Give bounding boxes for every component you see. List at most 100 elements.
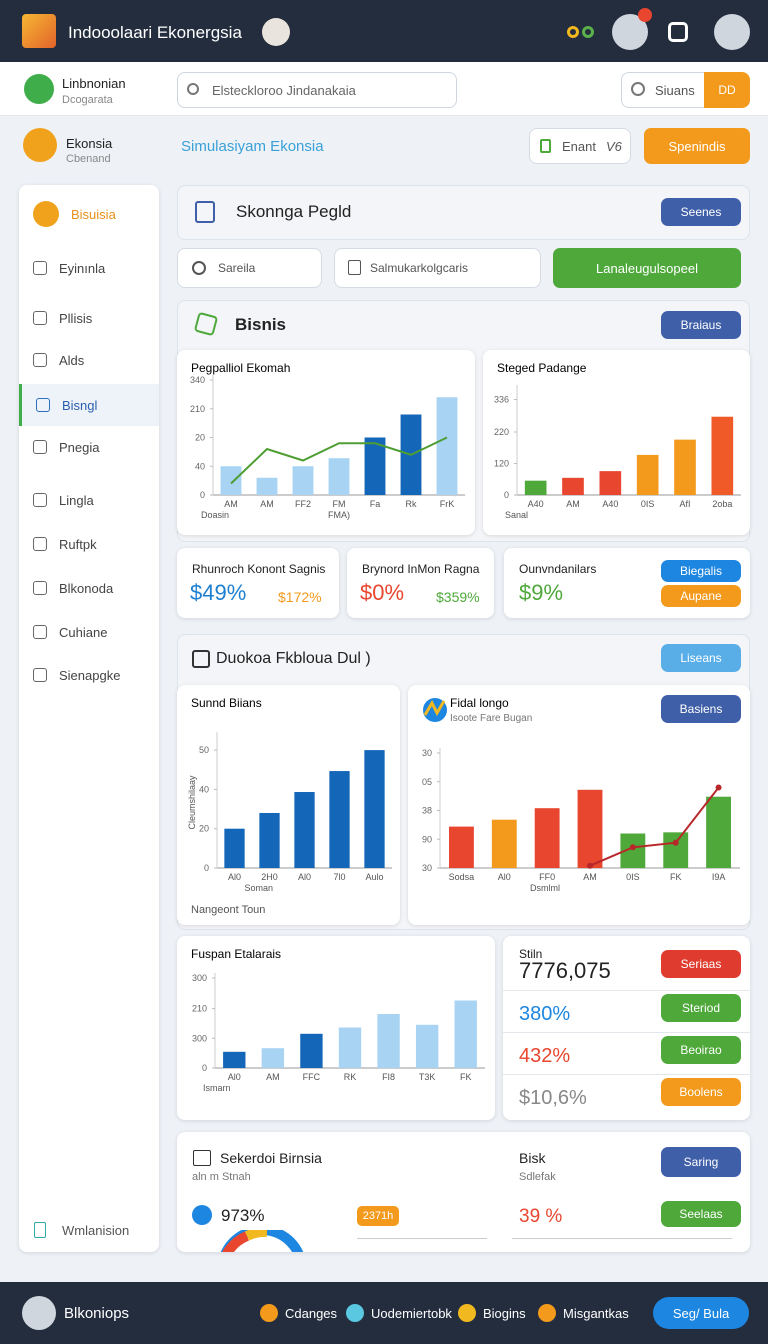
sidebar-item[interactable]: Sienapgke: [19, 654, 159, 696]
user-button[interactable]: [621, 72, 705, 108]
input[interactable]: [334, 248, 541, 288]
primary-button[interactable]: Spenindis: [644, 128, 750, 164]
notification-badge: [638, 8, 652, 22]
panel-badge: 2371h: [357, 1206, 399, 1226]
summary-button[interactable]: Beoirao: [661, 1036, 741, 1064]
sidebar-item[interactable]: Bisngl: [19, 384, 159, 426]
sidebar-item-label: Bisuisia: [71, 206, 116, 222]
panel-icon: [193, 1150, 211, 1166]
summary-value: 432%: [519, 1045, 571, 1067]
bar: [292, 466, 314, 495]
bottom-item-icon: [458, 1304, 476, 1322]
bottom-item-icon: [260, 1304, 278, 1322]
sidebar-item[interactable]: Pnegia: [19, 426, 159, 468]
summary-value: 380%: [519, 1003, 571, 1025]
chart-subtitle: Isoote Fare Bugan: [450, 713, 532, 724]
bar: [449, 826, 474, 868]
filter-button[interactable]: Lanaleugulsopeel: [553, 248, 741, 288]
summary-button[interactable]: Seriaas: [661, 950, 741, 978]
y-tick-label: 40: [199, 784, 209, 794]
bar: [491, 819, 517, 868]
bottom-item[interactable]: Cdanges: [260, 1304, 337, 1322]
sidebar-item[interactable]: Bisuisia: [19, 193, 159, 235]
sidebar-item[interactable]: Lingla: [19, 479, 159, 521]
y-tick-label: 120: [494, 459, 509, 469]
event-button[interactable]: [529, 128, 631, 164]
bar: [577, 789, 603, 868]
y-tick-label: 210: [192, 1004, 207, 1014]
y-tick-label: 336: [494, 395, 509, 405]
stat-title: Brynord InMon Ragna: [362, 562, 480, 576]
y-tick-label: 38: [422, 806, 432, 816]
sidebar-item-icon: [33, 581, 47, 595]
divider: [503, 990, 750, 991]
sidebar-item[interactable]: Eyinınla: [19, 247, 159, 289]
bottom-item[interactable]: Biogins: [458, 1304, 526, 1322]
x-axis-label: Ismarn: [203, 1083, 231, 1093]
x-tick-label: Al0: [298, 872, 311, 882]
summary-button[interactable]: Boolens: [661, 1078, 741, 1106]
chart: Steged Padange 0 120 220 336 A40 AM A40 0IS AfI 2o…: [483, 350, 750, 535]
x-tick-label: Fa: [370, 499, 381, 509]
line-point: [629, 844, 636, 851]
panel-button[interactable]: Saring: [661, 1147, 741, 1177]
sidebar-item[interactable]: Cuhiane: [19, 611, 159, 653]
panel-right-sub: Sdlefak: [519, 1171, 556, 1183]
stat-title: Rhunroch Konont Sagnis: [192, 562, 326, 576]
bottom-item[interactable]: Uodemiertobk: [346, 1304, 452, 1322]
sidebar-item-label: Pnegia: [59, 439, 100, 455]
dd-button[interactable]: DD: [704, 72, 750, 108]
panel-button[interactable]: Seelaas: [661, 1201, 741, 1227]
panel-stat: 39 %: [519, 1206, 563, 1227]
chart-title: Sunnd Biians: [191, 696, 262, 710]
stat-button[interactable]: Aupane: [661, 585, 741, 607]
stat-value: $49%: [190, 580, 247, 605]
sidebar-item-icon: [33, 261, 47, 275]
section-button[interactable]: Seenes: [661, 198, 741, 226]
y-tick-label: 05: [422, 777, 432, 787]
sidebar-title: Ekonsia: [66, 136, 113, 151]
sidebar-item[interactable]: Pllisis: [19, 297, 159, 339]
y-tick-label: 90: [422, 834, 432, 844]
section-button[interactable]: Liseans: [661, 644, 741, 672]
x-tick-label: AM: [266, 1072, 280, 1082]
settings-icon[interactable]: [668, 22, 688, 42]
stat-delta: $359%: [436, 589, 480, 605]
x-axis-label: Doasin: [201, 510, 229, 520]
page-heading: Simulasiyam Ekonsia: [181, 138, 324, 155]
chart-button[interactable]: Basiens: [661, 695, 741, 723]
y-tick-label: 0: [504, 490, 509, 500]
avatar[interactable]: [22, 1296, 56, 1330]
x-tick-label: AM: [224, 499, 238, 509]
sidebar-footer[interactable]: Wmlanision: [62, 1223, 130, 1238]
bar: [663, 832, 689, 868]
sidebar-item[interactable]: Alds: [19, 339, 159, 381]
bottom-item[interactable]: Misgantkas: [538, 1304, 629, 1322]
avatar[interactable]: [262, 18, 290, 46]
stat-value: $0%: [360, 580, 405, 605]
y-tick-label: 0: [204, 863, 209, 873]
search-box[interactable]: [177, 72, 457, 108]
stat-button[interactable]: Biegalis: [661, 560, 741, 582]
y-tick-label: 30: [422, 863, 432, 873]
bottom-item-icon: [538, 1304, 556, 1322]
sidebar-item-label: Pllisis: [59, 310, 93, 326]
summary-button[interactable]: Steriod: [661, 994, 741, 1022]
section-button[interactable]: Braiaus: [661, 311, 741, 339]
section-title: Bisnis: [235, 315, 287, 334]
sidebar-item-label: Lingla: [59, 492, 94, 508]
chart-title: Fuspan Etalarais: [191, 947, 281, 961]
bottom-user: Blkoniops: [64, 1305, 130, 1322]
y-tick-label: 0: [200, 490, 205, 500]
sidebar-item[interactable]: Blkonoda: [19, 567, 159, 609]
bottom-button[interactable]: Seg/ Bula: [653, 1297, 749, 1329]
sidebar-item-icon: [33, 493, 47, 507]
x-tick-label: FK: [670, 872, 682, 882]
divider: [503, 1074, 750, 1075]
x-tick-label: 7l0: [333, 872, 345, 882]
sidebar-item-label: Bisngl: [62, 397, 98, 413]
avatar[interactable]: [714, 14, 750, 50]
sidebar-item[interactable]: Ruftpk: [19, 523, 159, 565]
x-tick-label: A40: [528, 499, 544, 509]
